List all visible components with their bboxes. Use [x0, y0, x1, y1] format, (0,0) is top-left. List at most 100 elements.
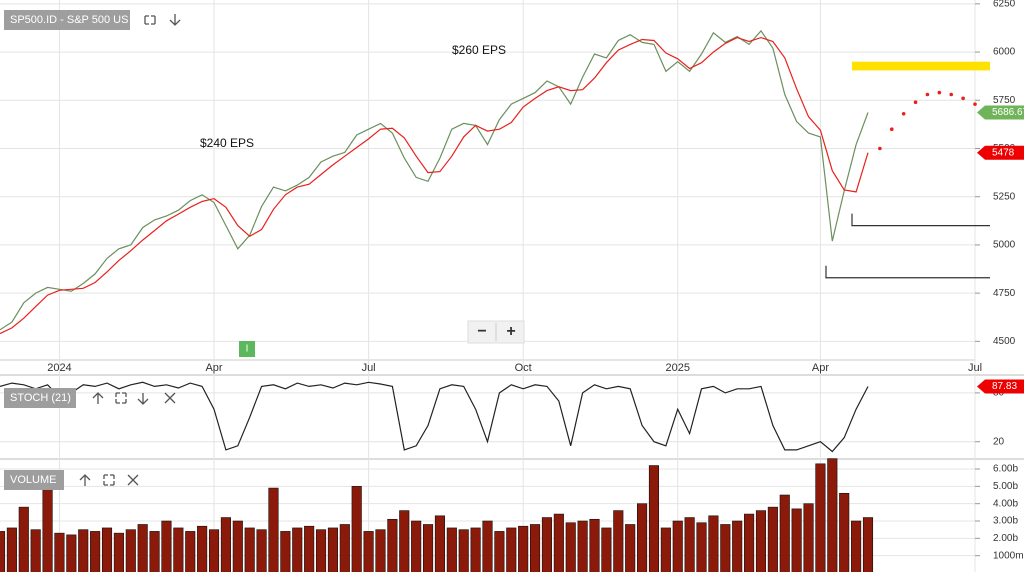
y-tick-label: 5250: [993, 191, 1016, 202]
volume-bar: [422, 524, 434, 572]
close-icon[interactable]: [164, 392, 176, 404]
y-tick-label: 6250: [993, 0, 1016, 9]
volume-bar: [518, 525, 529, 572]
volume-bar: [755, 510, 767, 572]
volume-bar: [827, 458, 838, 572]
projection-dot: [949, 92, 954, 97]
x-tick-label: Apr: [205, 362, 222, 374]
last-value-tag: [977, 379, 1024, 394]
up-icon[interactable]: [92, 392, 104, 404]
volume-bar: [637, 503, 648, 572]
volume-bar: [767, 506, 778, 572]
volume-bar: [803, 503, 814, 572]
panel-title: STOCH (21): [10, 392, 71, 404]
x-tick-label: 2024: [47, 362, 71, 374]
volume-bar: [565, 522, 576, 572]
marker-box: [239, 341, 255, 357]
volume-bar: [208, 529, 220, 572]
support-level: [825, 265, 990, 279]
series-line: [0, 381, 869, 453]
volume-bar: [327, 527, 338, 572]
zoom-out[interactable]: −: [477, 323, 486, 340]
projection-dot: [937, 90, 942, 95]
title-box: [4, 10, 130, 30]
volume-bar: [244, 527, 255, 572]
volume-bar: [411, 520, 422, 572]
volume-bar: [268, 487, 279, 572]
up-icon[interactable]: [79, 474, 91, 486]
last-value-label: 87.83: [992, 381, 1017, 392]
volume-bar: [446, 527, 457, 572]
volume-bar: [78, 529, 89, 572]
volume-bar: [232, 520, 243, 572]
y-tick-label: 5.00b: [993, 481, 1018, 492]
volume-bar: [684, 517, 695, 572]
down-icon[interactable]: [169, 14, 181, 26]
series-line: [0, 36, 869, 335]
projection-dot: [925, 92, 930, 97]
volume-bar: [458, 529, 469, 572]
volume-bar: [185, 531, 196, 572]
target-zone: [852, 61, 990, 71]
volume-bar: [791, 508, 802, 572]
fullscreen-icon[interactable]: [144, 15, 156, 25]
volume-bar: [434, 515, 445, 572]
projection-dot: [973, 102, 977, 106]
close-icon[interactable]: [127, 474, 139, 486]
volume-bar: [125, 529, 136, 572]
volume-bar: [530, 524, 541, 572]
volume-bar: [90, 531, 101, 572]
panel-icons[interactable]: [79, 14, 181, 486]
volume-bar: [351, 486, 362, 572]
volume-bar: [506, 527, 517, 572]
volume-bar: [256, 529, 267, 572]
volume-bar: [220, 517, 231, 572]
fullscreen-icon[interactable]: [103, 474, 115, 486]
volume-bar: [851, 520, 862, 572]
y-tick-label: 4500: [993, 336, 1016, 347]
title-box: [4, 388, 76, 408]
volume-bar: [66, 534, 77, 572]
y-tick-label: 20: [993, 436, 1005, 447]
volume-bar: [375, 529, 386, 572]
volume-bar: [315, 529, 327, 572]
volume-bar: [280, 531, 291, 572]
annotation: $260 EPS: [452, 43, 506, 57]
projection-dot: [889, 127, 894, 132]
x-tick-label: Apr: [812, 362, 829, 374]
volume-bar: [672, 520, 683, 572]
volume-bar: [732, 520, 743, 572]
volume-bar: [18, 506, 29, 572]
volume-bar: [862, 517, 874, 572]
down-icon[interactable]: [137, 393, 149, 405]
volume-bar: [553, 513, 564, 572]
volume-bar: [101, 527, 113, 572]
volume-bar: [708, 515, 719, 572]
last-value-tag: [977, 145, 1024, 160]
volume-bar: [815, 463, 826, 572]
volume-bar: [387, 518, 398, 572]
volume-bar: [113, 532, 124, 572]
projection-dot: [913, 100, 918, 105]
volume-bar: [613, 510, 624, 572]
volume-bar: [137, 524, 148, 572]
fullscreen-icon[interactable]: [115, 392, 127, 404]
panel-title: VOLUME: [10, 474, 56, 486]
volume-bar: [839, 492, 850, 572]
volume-bar: [720, 524, 731, 572]
volume-bar: [625, 524, 636, 572]
volume-bar: [304, 525, 315, 572]
x-tick-label: Oct: [515, 362, 532, 374]
y-tick-label: 3.00b: [993, 516, 1018, 527]
y-tick-label: 1000m: [993, 550, 1024, 561]
volume-bar: [696, 522, 707, 572]
zoom-in[interactable]: +: [506, 323, 515, 340]
projection-dot: [878, 146, 882, 151]
volume-bar: [197, 525, 208, 572]
annotation: $240 EPS: [200, 136, 254, 150]
volume-bar: [660, 527, 671, 572]
volume-bar: [363, 531, 374, 572]
y-tick-label: 5750: [993, 95, 1016, 106]
volume-bar: [149, 531, 160, 572]
